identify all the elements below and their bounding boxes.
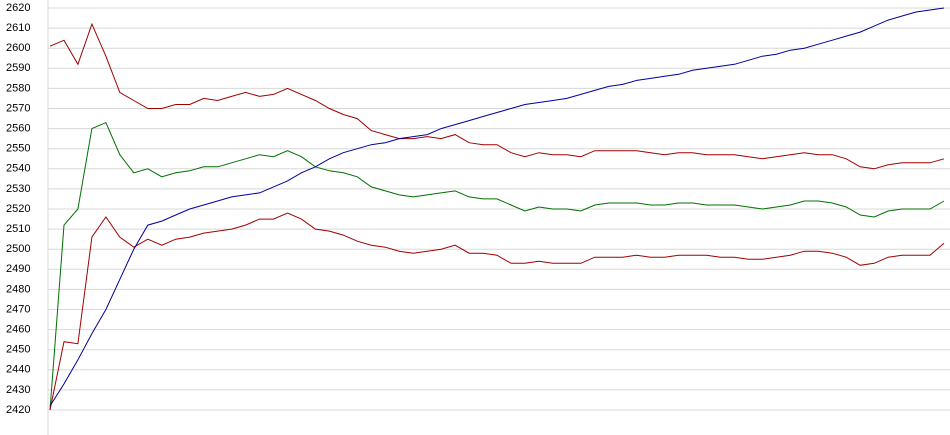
y-tick-label: 2490: [6, 263, 30, 275]
line-series: [49, 22, 945, 170]
y-tick-label: 2610: [6, 22, 30, 34]
y-tick-label: 2450: [6, 344, 30, 356]
y-tick-label: 2530: [6, 183, 30, 195]
y-tick-label: 2540: [6, 163, 30, 175]
y-tick-label: 2460: [6, 324, 30, 336]
y-tick-label: 2420: [6, 404, 30, 416]
y-tick-label: 2470: [6, 303, 30, 315]
y-tick-label: 2570: [6, 102, 30, 114]
line-series: [49, 121, 945, 411]
y-tick-label: 2590: [6, 62, 30, 74]
y-tick-label: 2600: [6, 42, 30, 54]
y-tick-label: 2560: [6, 123, 30, 135]
y-tick-label: 2430: [6, 384, 30, 396]
y-tick-label: 2500: [6, 243, 30, 255]
y-tick-label: 2620: [6, 2, 30, 14]
y-tick-label: 2580: [6, 82, 30, 94]
y-tick-label: 2440: [6, 364, 30, 376]
line-series: [49, 212, 945, 411]
y-tick-label: 2510: [6, 223, 30, 235]
y-tick-label: 2480: [6, 283, 30, 295]
line-series: [49, 7, 945, 407]
y-tick-label: 2550: [6, 143, 30, 155]
y-tick-label: 2520: [6, 203, 30, 215]
